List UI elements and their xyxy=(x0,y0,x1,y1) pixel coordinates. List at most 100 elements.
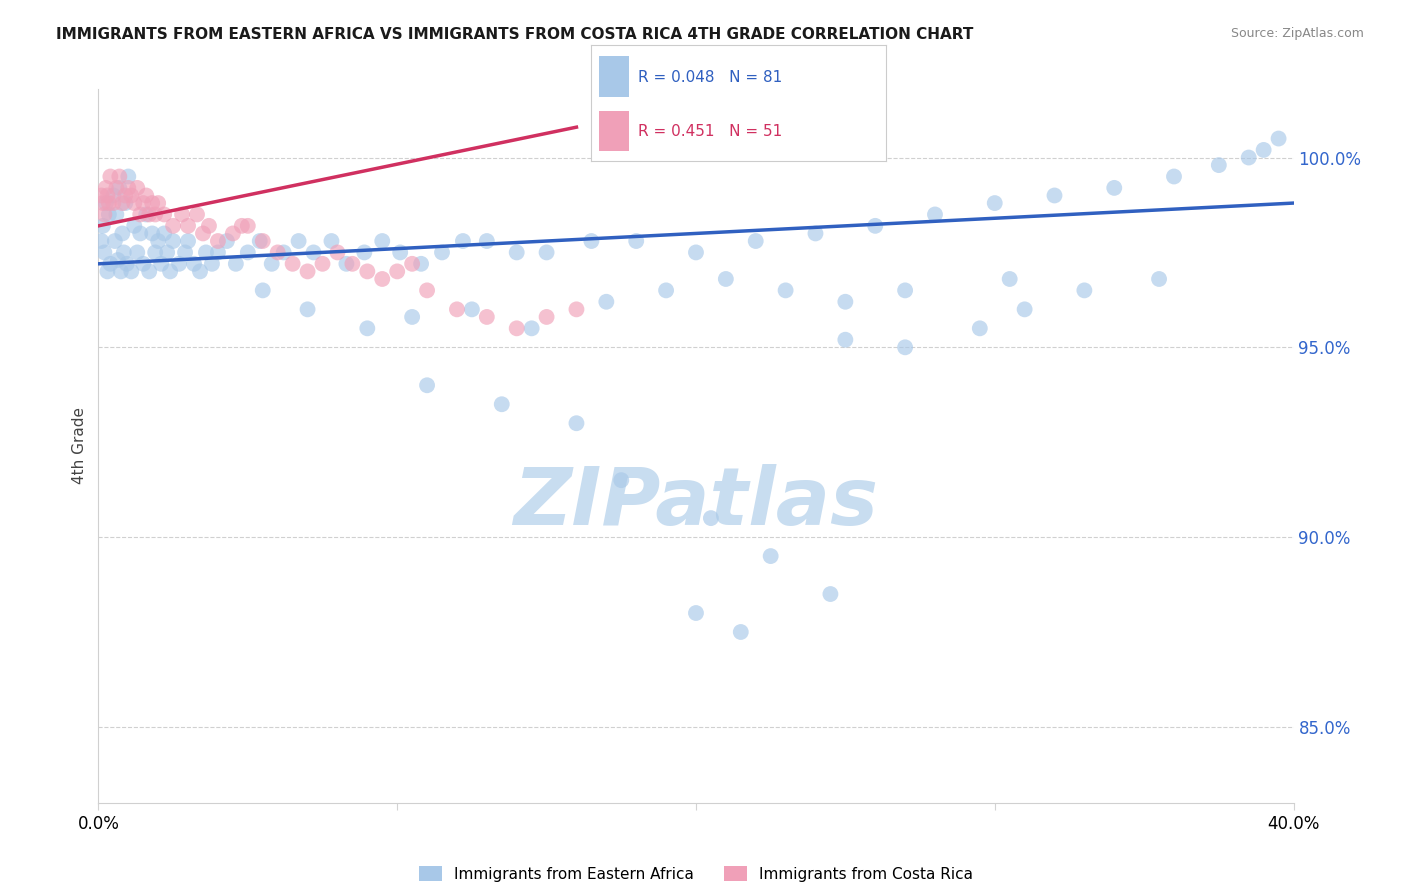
Point xyxy=(108,181,131,195)
Point xyxy=(236,245,259,260)
Point xyxy=(97,207,120,221)
Point xyxy=(326,245,349,260)
Point xyxy=(685,606,707,620)
Point xyxy=(103,188,125,202)
Point xyxy=(172,207,194,221)
Point xyxy=(143,245,166,260)
Point xyxy=(730,625,752,640)
Point xyxy=(1014,302,1036,317)
Point xyxy=(141,227,163,241)
Point xyxy=(894,340,917,354)
Point xyxy=(475,234,498,248)
Point xyxy=(969,321,991,335)
Point xyxy=(700,511,723,525)
Point xyxy=(1253,143,1275,157)
Point xyxy=(389,245,412,260)
Point xyxy=(1267,131,1289,145)
Text: ZIPatlas: ZIPatlas xyxy=(513,464,879,542)
Point xyxy=(167,257,190,271)
Point xyxy=(297,264,319,278)
Point xyxy=(162,219,184,233)
Point xyxy=(94,196,117,211)
Point xyxy=(236,219,259,233)
Point xyxy=(201,257,224,271)
Point xyxy=(127,245,149,260)
Point xyxy=(252,284,274,298)
Point xyxy=(356,264,378,278)
Text: R = 0.048   N = 81: R = 0.048 N = 81 xyxy=(638,70,782,85)
Point xyxy=(153,207,176,221)
Point xyxy=(685,245,707,260)
Point xyxy=(93,207,115,221)
Text: R = 0.451   N = 51: R = 0.451 N = 51 xyxy=(638,124,782,139)
Point xyxy=(135,188,157,202)
Point xyxy=(96,264,118,278)
Point xyxy=(105,181,128,195)
Point xyxy=(159,264,181,278)
Point xyxy=(97,196,120,211)
Point xyxy=(302,245,325,260)
Point xyxy=(475,310,498,324)
Point xyxy=(96,188,118,202)
Point xyxy=(924,207,946,221)
Point xyxy=(745,234,768,248)
Point xyxy=(311,257,333,271)
Point xyxy=(581,234,603,248)
Point xyxy=(983,196,1005,211)
Point xyxy=(177,219,200,233)
Point xyxy=(353,245,375,260)
Point xyxy=(132,196,155,211)
Point xyxy=(595,294,617,309)
Point xyxy=(188,264,211,278)
Point xyxy=(94,181,117,195)
Point xyxy=(117,181,139,195)
Point xyxy=(335,257,357,271)
Point xyxy=(148,234,170,248)
Point xyxy=(820,587,842,601)
Point xyxy=(129,207,152,221)
Point xyxy=(138,264,160,278)
Point xyxy=(1073,284,1095,298)
Point xyxy=(714,272,737,286)
Point xyxy=(610,473,633,487)
Point xyxy=(115,257,138,271)
Point xyxy=(141,196,163,211)
Point xyxy=(416,378,439,392)
Point xyxy=(260,257,283,271)
Bar xyxy=(599,56,628,97)
Point xyxy=(385,264,409,278)
Point xyxy=(183,257,205,271)
Point xyxy=(177,234,200,248)
Point xyxy=(624,234,647,248)
Point xyxy=(491,397,513,411)
Point xyxy=(198,219,221,233)
Point xyxy=(120,188,142,202)
Point xyxy=(321,234,343,248)
Point xyxy=(129,227,152,241)
Point xyxy=(98,257,122,271)
Legend: Immigrants from Eastern Africa, Immigrants from Costa Rica: Immigrants from Eastern Africa, Immigran… xyxy=(412,860,980,888)
Point xyxy=(127,181,149,195)
Point xyxy=(138,207,160,221)
Point xyxy=(451,234,474,248)
Point xyxy=(998,272,1021,286)
Point xyxy=(107,252,129,267)
Point xyxy=(273,245,295,260)
Point xyxy=(1237,151,1260,165)
Point xyxy=(120,264,142,278)
Bar xyxy=(599,111,628,152)
Point xyxy=(249,234,271,248)
Point xyxy=(112,245,135,260)
Point xyxy=(1043,188,1066,202)
Text: IMMIGRANTS FROM EASTERN AFRICA VS IMMIGRANTS FROM COSTA RICA 4TH GRADE CORRELATI: IMMIGRANTS FROM EASTERN AFRICA VS IMMIGR… xyxy=(56,27,973,42)
Point xyxy=(111,196,134,211)
Point xyxy=(231,219,253,233)
Point xyxy=(401,257,423,271)
Point xyxy=(520,321,543,335)
Point xyxy=(461,302,484,317)
Point xyxy=(1147,272,1170,286)
Point xyxy=(90,234,112,248)
Point xyxy=(565,416,588,430)
Point xyxy=(98,169,122,184)
Point xyxy=(104,234,127,248)
